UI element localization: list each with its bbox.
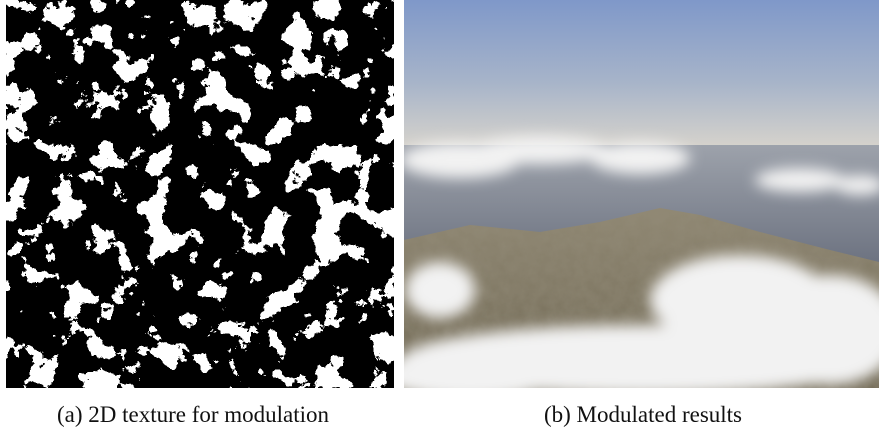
caption: (b) Modulated results [544, 402, 742, 427]
texture-panel [6, 0, 394, 388]
rendered-panel [380, 0, 879, 400]
figure: (a) 2D texture for modulation (b) Modula… [0, 0, 879, 437]
caption: (a) 2D texture for modulation [57, 402, 330, 427]
